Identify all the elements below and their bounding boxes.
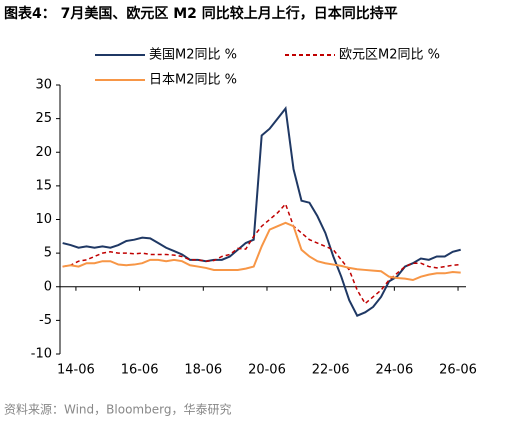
series-line — [62, 221, 461, 282]
x-tick-label: 24-06 — [375, 363, 413, 378]
y-tick-label: 0 — [44, 279, 52, 294]
source-note: 资料来源：Wind，Bloomberg，华泰研究 — [4, 402, 231, 417]
y-tick-label: -10 — [31, 347, 52, 362]
y-tick-label: -5 — [39, 313, 52, 328]
chart-title: 图表4： 7月美国、欧元区 M2 同比较上月上行，日本同比持平 — [4, 5, 398, 22]
y-tick-label: 30 — [35, 78, 52, 93]
series-line — [62, 202, 461, 305]
x-tick-label: 14-06 — [57, 363, 95, 378]
x-tick-label: 26-06 — [439, 363, 477, 378]
series-line — [62, 106, 461, 317]
legend-label: 欧元区M2同比 % — [339, 48, 440, 63]
x-tick-label: 22-06 — [312, 363, 350, 378]
y-tick-label: 15 — [35, 178, 52, 193]
y-tick-label: 20 — [35, 145, 52, 160]
y-tick-label: 10 — [35, 212, 52, 227]
y-tick-label: 25 — [35, 111, 52, 126]
y-tick-label: 5 — [44, 246, 52, 261]
x-tick-label: 16-06 — [121, 363, 159, 378]
x-tick-label: 18-06 — [184, 363, 222, 378]
legend-label: 日本M2同比 % — [149, 73, 237, 88]
legend-label: 美国M2同比 % — [149, 48, 237, 63]
x-tick-label: 20-06 — [248, 363, 286, 378]
